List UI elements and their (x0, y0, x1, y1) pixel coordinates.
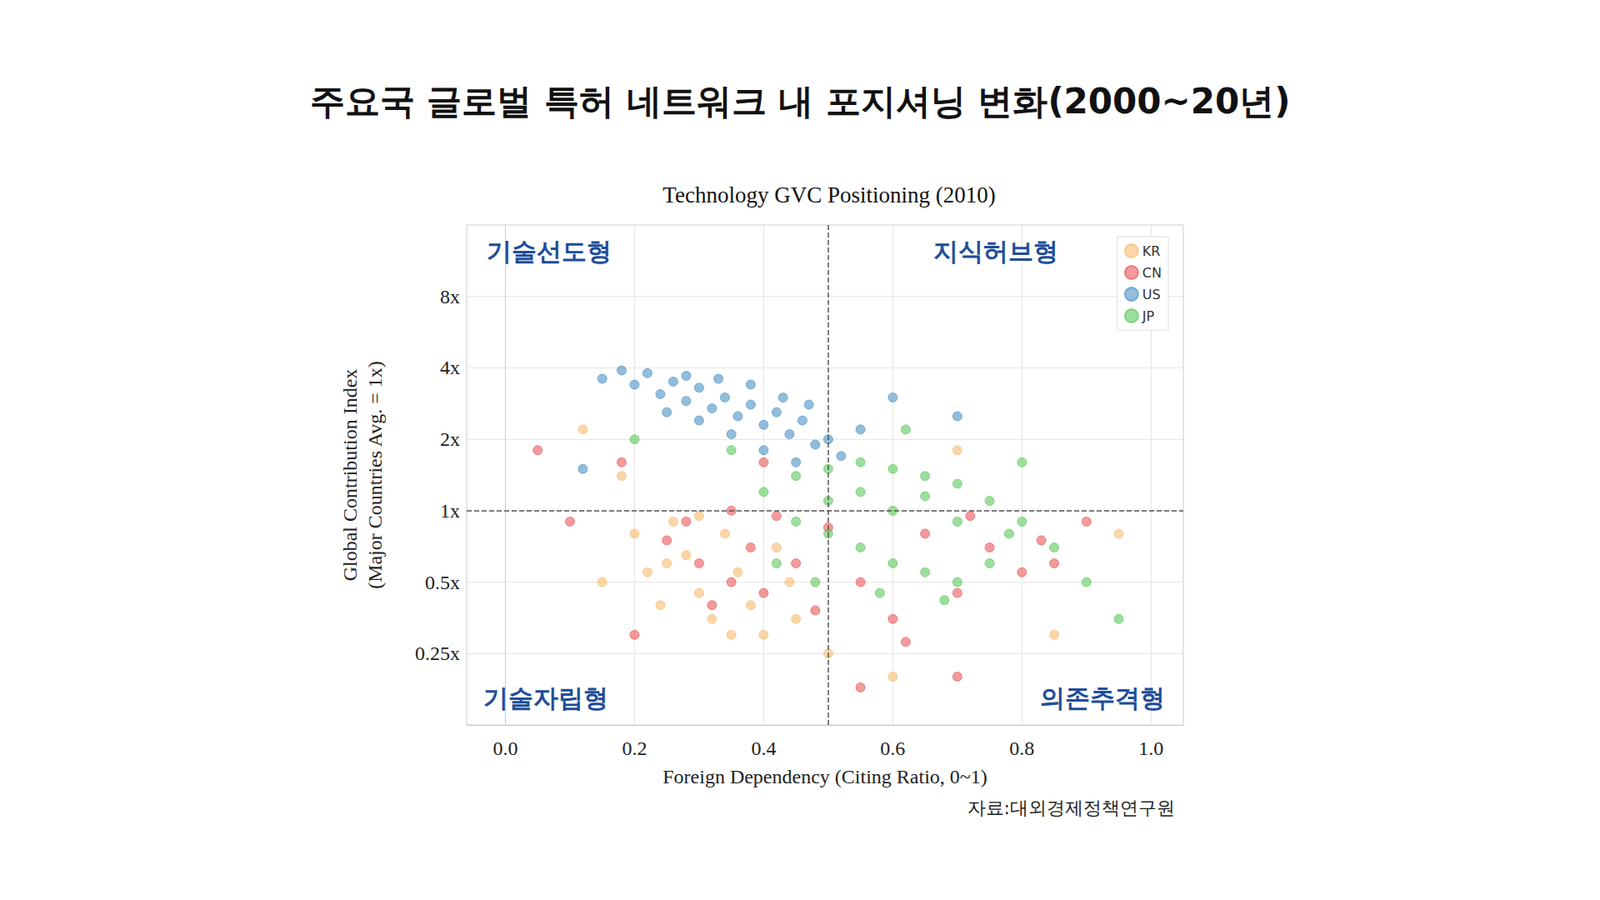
svg-text:기술자립형: 기술자립형 (483, 683, 609, 713)
svg-text:KR: KR (1142, 243, 1161, 260)
svg-text:자료:대외경제정책연구원: 자료:대외경제정책연구원 (967, 797, 1175, 819)
svg-text:4x: 4x (440, 356, 460, 379)
svg-text:0.2: 0.2 (621, 737, 647, 760)
svg-text:CN: CN (1142, 265, 1162, 281)
svg-text:0.25x: 0.25x (415, 642, 460, 665)
svg-text:의존추격형: 의존추격형 (1040, 683, 1165, 713)
svg-text:주요국 글로벌 특허 네트워크 내 포지셔닝 변화(2000: 주요국 글로벌 특허 네트워크 내 포지셔닝 변화(2000~20년) (310, 80, 1291, 122)
svg-text:0.8: 0.8 (1009, 737, 1035, 760)
svg-text:(Major Countries Avg. = 1x): (Major Countries Avg. = 1x) (364, 360, 386, 590)
svg-text:8x: 8x (440, 285, 460, 308)
svg-text:0.6: 0.6 (880, 737, 905, 760)
svg-text:0.0: 0.0 (492, 737, 518, 760)
svg-text:JP: JP (1141, 308, 1155, 325)
svg-text:Technology GVC Positioning (20: Technology GVC Positioning (2010) (662, 182, 995, 208)
svg-text:0.4: 0.4 (750, 737, 776, 760)
svg-text:US: US (1142, 286, 1161, 303)
svg-text:1.0: 1.0 (1138, 737, 1164, 760)
svg-text:기술선도형: 기술선도형 (486, 236, 612, 266)
svg-text:Global Contribution Index: Global Contribution Index (339, 369, 361, 582)
svg-text:2x: 2x (440, 428, 460, 450)
svg-text:Foreign Dependency (Citing Rat: Foreign Dependency (Citing Ratio, 0~1) (662, 765, 988, 788)
svg-text:지식허브형: 지식허브형 (933, 236, 1059, 266)
svg-text:1x: 1x (440, 500, 460, 522)
svg-text:0.5x: 0.5x (425, 571, 460, 594)
